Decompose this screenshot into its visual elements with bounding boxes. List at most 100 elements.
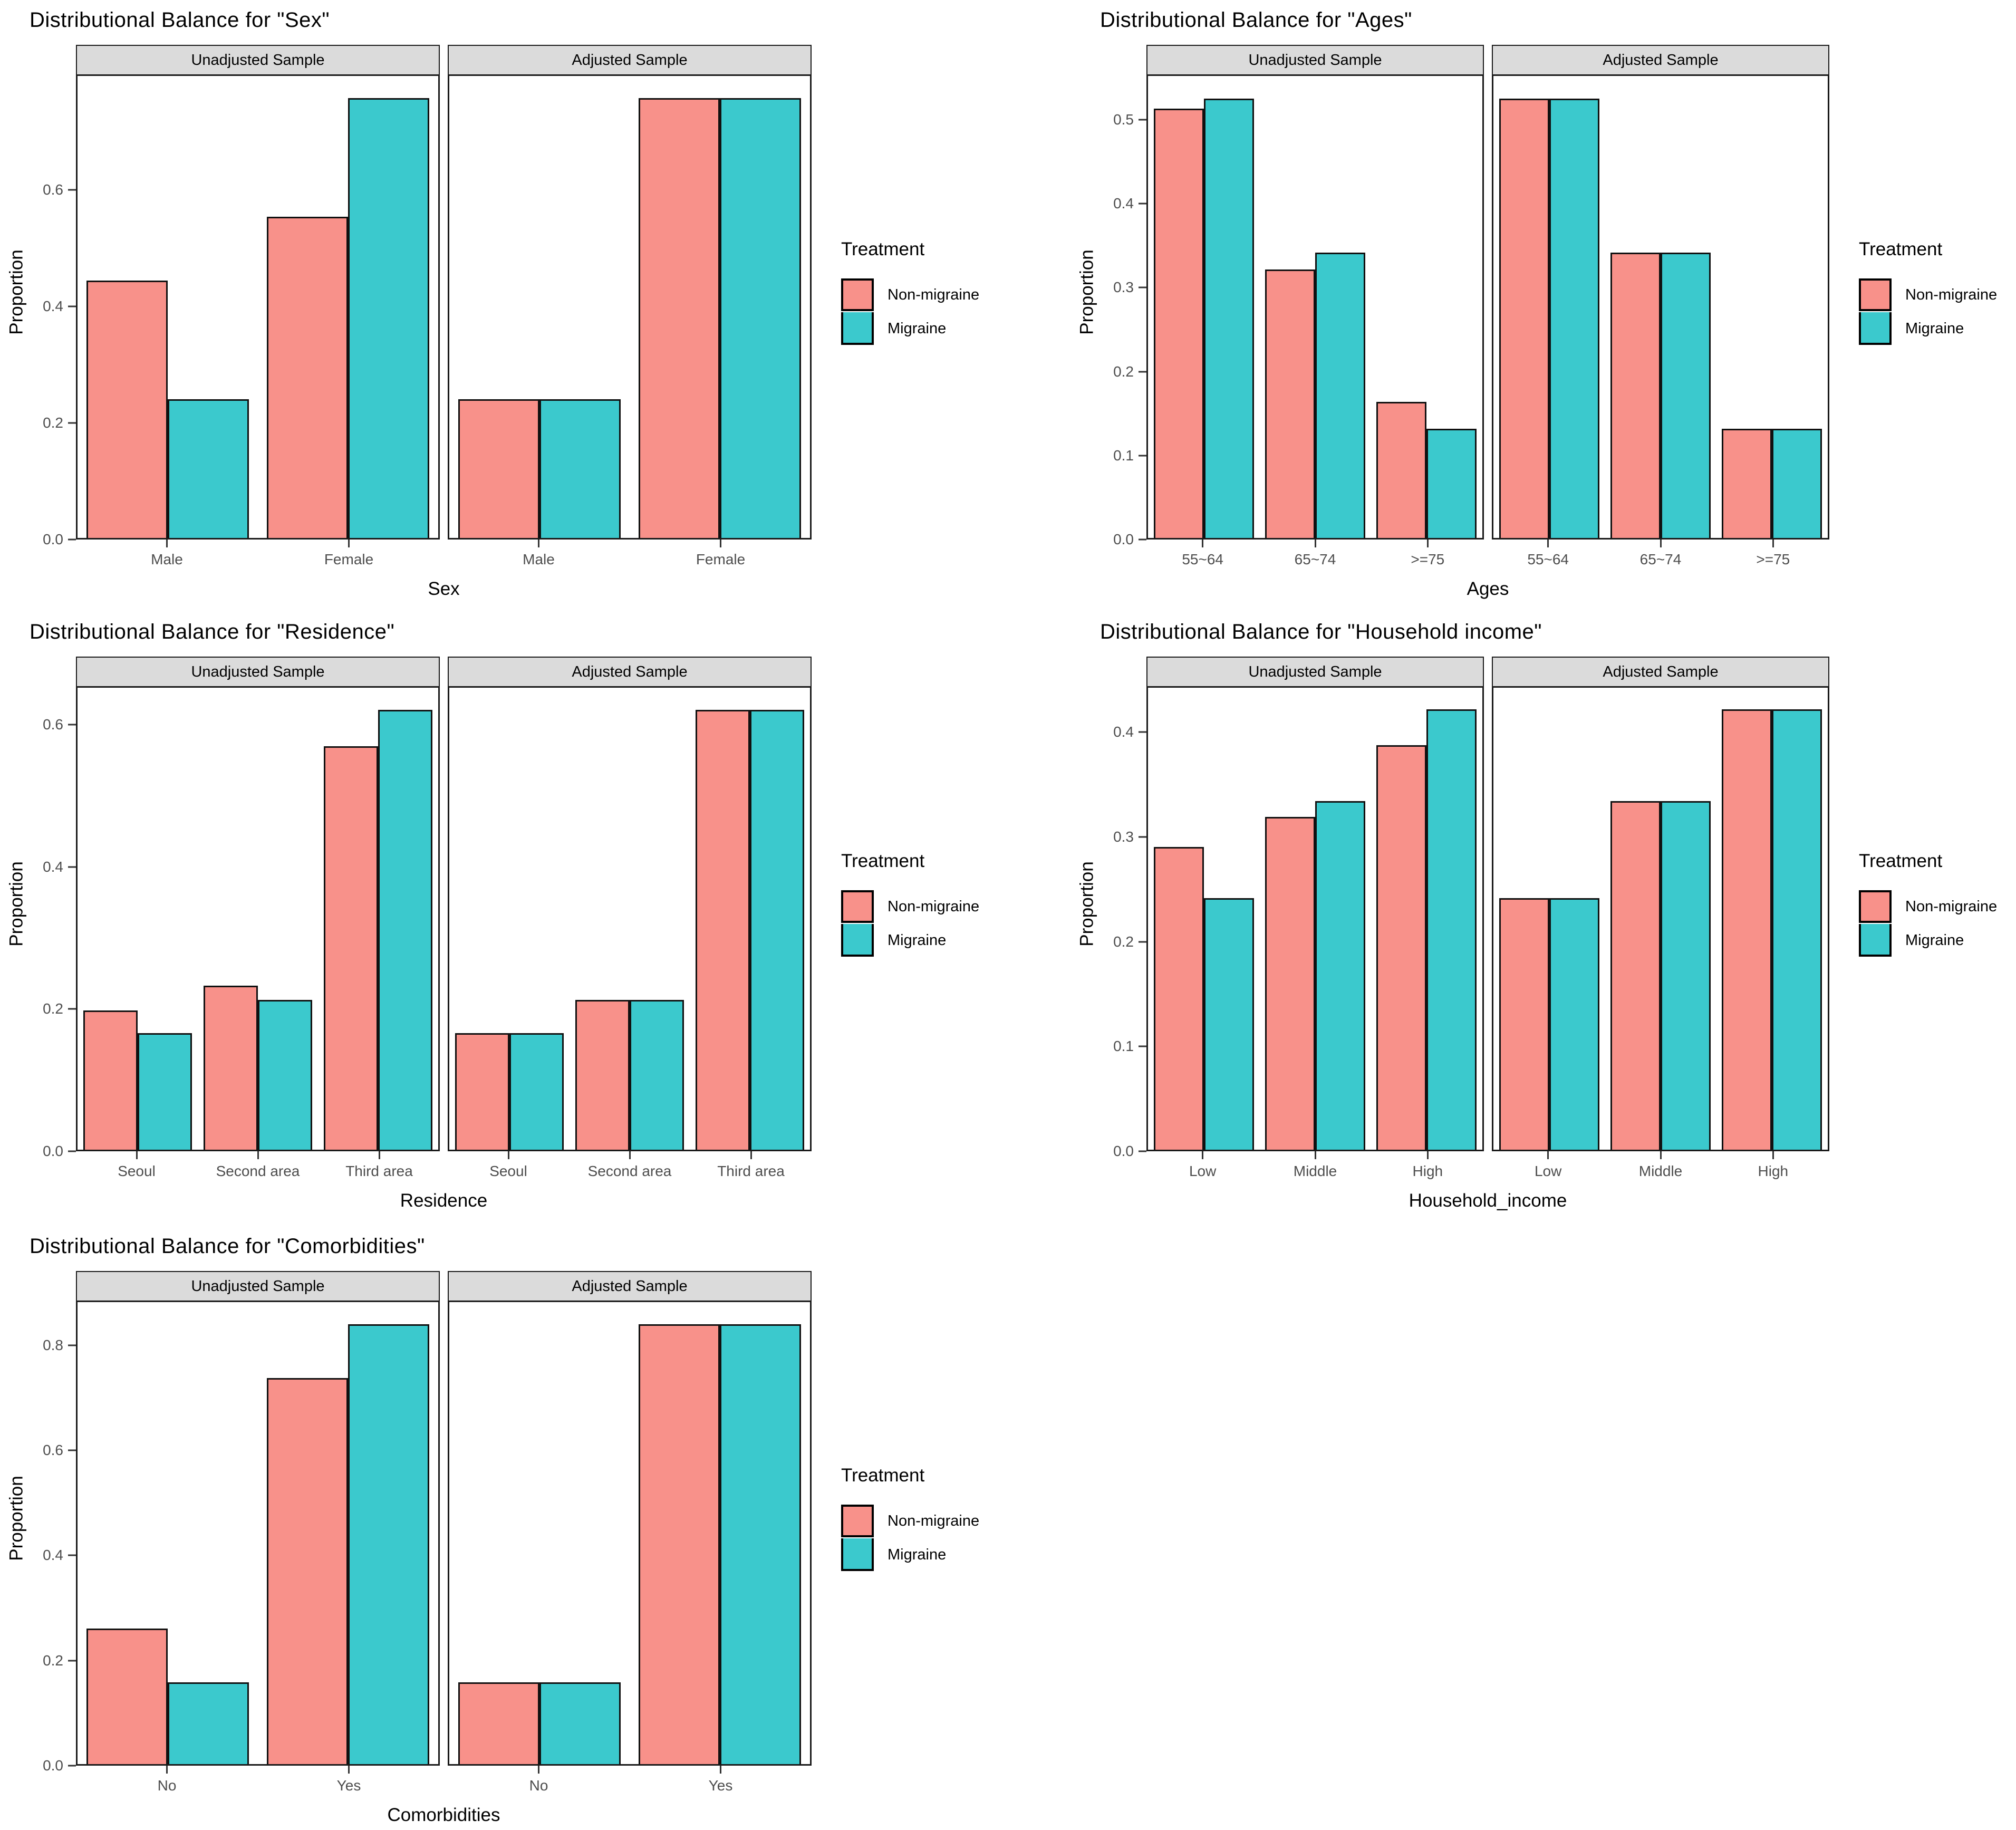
facet-panels: Unadjusted Sample Adjusted Sample — [1146, 45, 1829, 540]
legend: Treatment Non-migraine Migraine — [812, 45, 1074, 540]
panel — [76, 74, 440, 540]
x-tick-mark — [629, 1151, 631, 1159]
y-tick-mark — [1139, 1045, 1146, 1047]
bar-non-migraine — [575, 1000, 630, 1150]
legend-swatch-non-migraine — [1859, 890, 1892, 923]
y-tick-mark — [68, 305, 76, 307]
legend-swatch-migraine — [1859, 924, 1892, 957]
x-tick-mark — [720, 540, 721, 547]
legend-item-non-migraine: Non-migraine — [1859, 890, 2014, 923]
panel — [1146, 74, 1484, 540]
y-tick-label: 0.2 — [1113, 363, 1134, 380]
facet-unadjusted: Unadjusted Sample — [76, 45, 440, 540]
chart-plot-region: Proportion 0.0 0.1 0.2 0.3 0.4 0.5 Unadjusted S… — [1074, 45, 2014, 547]
bar-non-migraine — [1722, 709, 1772, 1150]
chart-residence: Distributional Balance for "Residence" Pr… — [3, 615, 1074, 1229]
x-tick-mark — [720, 1766, 721, 1774]
y-tick-label: 0.6 — [43, 716, 63, 733]
panel — [448, 1301, 812, 1766]
y-axis-ticks: 0.0 0.2 0.4 0.6 — [31, 657, 76, 1159]
legend-item-migraine: Migraine — [841, 923, 1074, 957]
legend-title: Treatment — [841, 1465, 925, 1486]
y-tick-mark — [68, 724, 76, 726]
x-axis-title: Sex — [428, 579, 460, 599]
bar-non-migraine — [324, 746, 378, 1150]
facet-strip: Adjusted Sample — [1492, 45, 1829, 74]
y-tick-mark — [68, 422, 76, 424]
legend-swatch-migraine — [841, 312, 874, 345]
legend-swatch-migraine — [841, 1538, 874, 1571]
x-axis-title: Household_income — [1409, 1190, 1567, 1211]
y-tick-label: 0.0 — [1113, 531, 1134, 547]
legend: Treatment Non-migraine Migraine — [812, 657, 1074, 1151]
legend-item-non-migraine: Non-migraine — [841, 278, 1074, 312]
y-tick-label: 0.5 — [1113, 111, 1134, 128]
legend-title: Treatment — [1859, 851, 1943, 871]
bar-migraine — [348, 1324, 429, 1764]
chart-plot-region: Proportion 0.0 0.2 0.4 0.6 Unadjusted Sample A… — [3, 45, 1074, 547]
facet-panels: Unadjusted Sample Adjusted Sample — [76, 45, 812, 540]
legend: Treatment Non-migraine Migraine — [1829, 45, 2014, 540]
facet-strip: Adjusted Sample — [1492, 657, 1829, 686]
bar-migraine — [378, 709, 432, 1150]
y-axis-ticks: 0.0 0.2 0.4 0.6 0.8 — [31, 1271, 76, 1774]
bar-migraine — [258, 1000, 312, 1150]
x-tick-label: Second area — [587, 1163, 672, 1179]
bar-non-migraine — [1610, 801, 1661, 1150]
y-tick-mark — [68, 1765, 76, 1767]
bar-non-migraine — [267, 216, 348, 538]
bar-migraine — [348, 98, 429, 538]
bar-non-migraine — [1376, 745, 1427, 1150]
y-tick-mark — [1139, 941, 1146, 943]
bar-non-migraine — [267, 1378, 348, 1764]
facet-adjusted: Adjusted Sample — [448, 45, 812, 540]
legend-title: Treatment — [1859, 239, 1943, 259]
x-tick-mark — [348, 1766, 350, 1774]
x-tick-label: Middle — [1638, 1163, 1683, 1179]
bar-non-migraine — [1610, 253, 1661, 538]
legend-label: Migraine — [888, 320, 947, 337]
facet-unadjusted: Unadjusted Sample — [76, 1271, 440, 1766]
x-tick-label: No — [529, 1777, 548, 1794]
x-tick-label: High — [1758, 1163, 1789, 1179]
y-tick-mark — [68, 1344, 76, 1346]
x-tick-label: Seoul — [118, 1163, 156, 1179]
bar-migraine — [720, 1324, 801, 1764]
legend-title: Treatment — [841, 239, 925, 259]
y-tick-label: 0.4 — [43, 297, 63, 314]
panel — [76, 686, 440, 1151]
y-tick-label: 0.2 — [43, 1652, 63, 1669]
x-tick-label: Low — [1189, 1163, 1217, 1179]
y-axis-ticks: 0.0 0.2 0.4 0.6 — [31, 45, 76, 547]
bar-migraine — [1549, 898, 1599, 1150]
x-tick-label: Middle — [1293, 1163, 1337, 1179]
legend-swatch-migraine — [841, 924, 874, 957]
chart-household-income: Distributional Balance for "Household in… — [1074, 615, 2014, 1229]
chart-plot-region: Proportion 0.0 0.2 0.4 0.6 0.8 Unadjusted Samp… — [3, 1271, 1074, 1774]
y-tick-label: 0.8 — [43, 1336, 63, 1353]
x-axis-title: Comorbidities — [387, 1805, 500, 1825]
x-tick-mark — [1547, 540, 1549, 547]
x-tick-mark — [750, 1151, 752, 1159]
chart-comorbidities: Distributional Balance for "Comorbiditie… — [3, 1229, 1074, 1830]
legend: Treatment Non-migraine Migraine — [1829, 657, 2014, 1151]
bar-non-migraine — [204, 986, 258, 1150]
x-tick-label: Second area — [216, 1163, 300, 1179]
bar-migraine — [1426, 428, 1477, 538]
x-tick-mark — [1202, 540, 1204, 547]
bar-non-migraine — [1265, 816, 1315, 1150]
chart-title: Distributional Balance for "Residence" — [30, 620, 395, 643]
bar-migraine — [509, 1033, 564, 1150]
y-tick-label: 0.0 — [43, 1143, 63, 1159]
y-tick-label: 0.1 — [1113, 1038, 1134, 1055]
bar-non-migraine — [1722, 428, 1772, 538]
x-tick-mark — [1314, 540, 1316, 547]
y-axis-title-box: Proportion — [3, 45, 31, 540]
legend-item-migraine: Migraine — [1859, 923, 2014, 957]
x-tick-label: >=75 — [1411, 551, 1445, 567]
x-tick-mark — [1314, 1151, 1316, 1159]
x-tick-label: No — [157, 1777, 177, 1794]
chart-plot-region: Proportion 0.0 0.1 0.2 0.3 0.4 Unadjusted Samp… — [1074, 657, 2014, 1159]
